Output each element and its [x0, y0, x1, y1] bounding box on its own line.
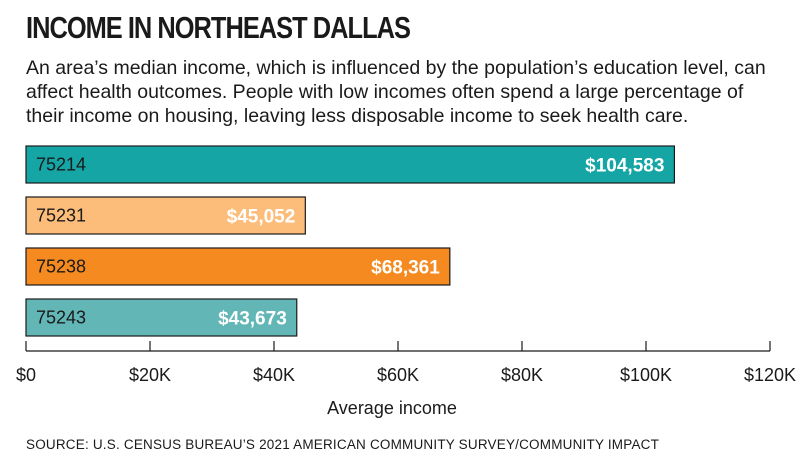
bar-value-label: $68,361 [371, 258, 440, 279]
bar-value-label: $43,673 [218, 309, 287, 330]
x-tick-label: $80K [501, 365, 543, 385]
x-tick-label: $0 [16, 365, 36, 385]
bar-category-label: 75243 [36, 308, 86, 328]
bar-75214 [25, 145, 676, 184]
chart-subtitle: An area’s median income, which is influe… [26, 57, 766, 127]
bar-75231 [25, 196, 306, 235]
source-note: SOURCE: U.S. CENSUS BUREAU’S 2021 AMERIC… [26, 437, 660, 452]
bar-75243 [25, 298, 298, 337]
x-axis-title: Average income [327, 398, 457, 418]
x-tick-label: $120K [744, 365, 796, 385]
x-tick-label: $20K [129, 365, 171, 385]
bar-75238 [25, 247, 451, 286]
bar-value-label: $45,052 [227, 207, 296, 228]
bar-category-label: 75231 [36, 206, 86, 226]
x-tick-label: $40K [253, 365, 295, 385]
x-tick-label: $60K [377, 365, 419, 385]
bar-value-label: $104,583 [585, 156, 664, 177]
x-tick-label: $100K [620, 365, 672, 385]
bar-category-label: 75214 [36, 155, 86, 175]
bar-category-label: 75238 [36, 257, 86, 277]
chart-title: INCOME IN NORTHEAST DALLAS [26, 10, 411, 45]
